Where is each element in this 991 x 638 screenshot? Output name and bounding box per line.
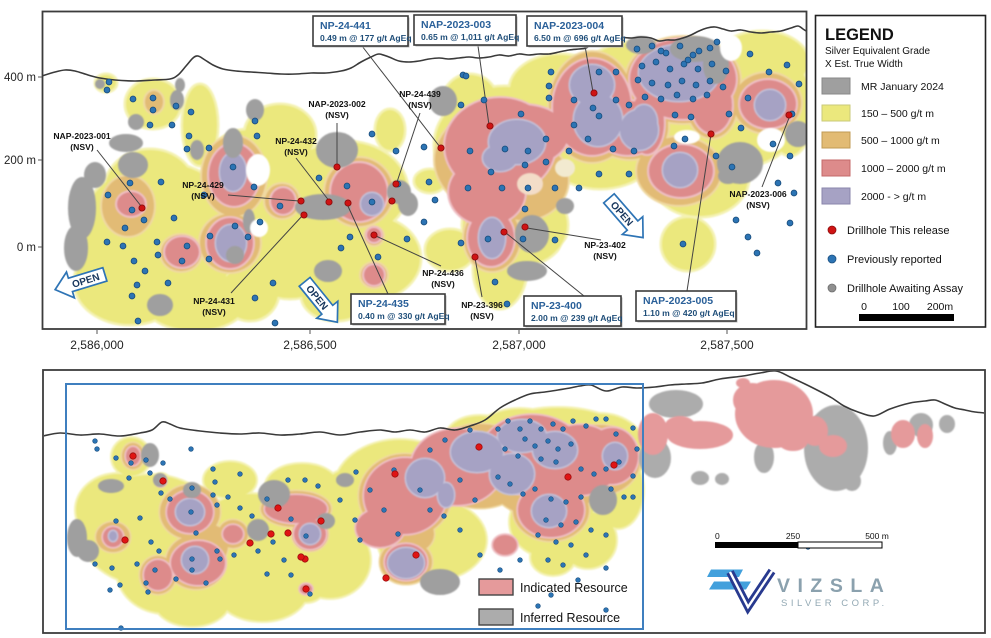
svg-text:VIZSLA: VIZSLA	[777, 575, 891, 597]
svg-text:NAP-2023-004: NAP-2023-004	[534, 20, 604, 32]
svg-text:0: 0	[861, 301, 867, 313]
svg-text:NP-24-432: NP-24-432	[275, 136, 317, 146]
svg-text:500 m: 500 m	[865, 531, 889, 541]
svg-text:(NSV): (NSV)	[325, 110, 349, 120]
svg-text:Drillhole Awaiting Assay: Drillhole Awaiting Assay	[847, 283, 963, 295]
svg-text:SILVER CORP.: SILVER CORP.	[781, 598, 888, 609]
svg-text:150 – 500 g/t m: 150 – 500 g/t m	[861, 108, 934, 120]
svg-text:NP-24-436: NP-24-436	[422, 268, 464, 278]
svg-text:NP-23-402: NP-23-402	[584, 240, 626, 250]
svg-text:NP-23-396: NP-23-396	[461, 300, 503, 310]
svg-text:2,587,000: 2,587,000	[492, 338, 546, 352]
svg-text:6.50 m @ 696 g/t AgEq: 6.50 m @ 696 g/t AgEq	[534, 33, 626, 43]
svg-text:NP-24-431: NP-24-431	[193, 296, 235, 306]
svg-text:(NSV): (NSV)	[746, 200, 770, 210]
svg-text:0: 0	[715, 531, 720, 541]
svg-text:2.00 m @ 239 g/t AgEq: 2.00 m @ 239 g/t AgEq	[531, 313, 623, 323]
svg-text:NAP-2023-003: NAP-2023-003	[421, 19, 491, 31]
svg-text:X Est. True Width: X Est. True Width	[825, 59, 903, 70]
svg-text:NAP-2023-006: NAP-2023-006	[729, 189, 787, 199]
svg-text:1000 – 2000 g/t m: 1000 – 2000 g/t m	[861, 163, 946, 175]
svg-text:2000 - > g/t m: 2000 - > g/t m	[861, 191, 926, 203]
svg-text:NP-24-439: NP-24-439	[399, 89, 441, 99]
svg-text:250: 250	[786, 531, 800, 541]
svg-text:200m: 200m	[927, 301, 954, 313]
svg-text:Indicated Resource: Indicated Resource	[520, 581, 628, 595]
svg-text:2,586,000: 2,586,000	[70, 338, 124, 352]
svg-text:(NSV): (NSV)	[191, 191, 215, 201]
svg-text:NP-23-400: NP-23-400	[531, 300, 582, 312]
svg-text:0 m: 0 m	[17, 242, 36, 254]
svg-text:NAP-2023-001: NAP-2023-001	[53, 131, 111, 141]
svg-text:400 m: 400 m	[4, 72, 36, 84]
svg-text:(NSV): (NSV)	[408, 100, 432, 110]
svg-text:NAP-2023-005: NAP-2023-005	[643, 295, 713, 307]
svg-text:LEGEND: LEGEND	[825, 26, 894, 44]
svg-text:NP-24-435: NP-24-435	[358, 298, 409, 310]
svg-text:(NSV): (NSV)	[284, 147, 308, 157]
svg-text:0.40 m @ 330 g/t AgEq: 0.40 m @ 330 g/t AgEq	[358, 311, 450, 321]
svg-text:NAP-2023-002: NAP-2023-002	[308, 99, 366, 109]
svg-text:NP-24-441: NP-24-441	[320, 20, 371, 32]
svg-text:(NSV): (NSV)	[593, 251, 617, 261]
svg-text:(NSV): (NSV)	[202, 307, 226, 317]
svg-text:200 m: 200 m	[4, 155, 36, 167]
svg-text:0.65 m @ 1,011 g/t AgEq: 0.65 m @ 1,011 g/t AgEq	[421, 32, 519, 42]
svg-text:Previously reported: Previously reported	[847, 254, 942, 266]
svg-text:NP-24-429: NP-24-429	[182, 180, 224, 190]
svg-text:Inferred Resource: Inferred Resource	[520, 611, 620, 625]
svg-text:(NSV): (NSV)	[431, 279, 455, 289]
svg-text:100: 100	[892, 301, 910, 313]
svg-text:0.49 m @ 177 g/t AgEq: 0.49 m @ 177 g/t AgEq	[320, 33, 412, 43]
svg-text:500 – 1000 g/t m: 500 – 1000 g/t m	[861, 135, 940, 147]
svg-text:2,587,500: 2,587,500	[700, 338, 754, 352]
svg-text:2,586,500: 2,586,500	[283, 338, 337, 352]
svg-text:Drillhole This release: Drillhole This release	[847, 225, 950, 237]
svg-text:1.10 m @ 420 g/t AgEq: 1.10 m @ 420 g/t AgEq	[643, 308, 735, 318]
svg-text:(NSV): (NSV)	[470, 311, 494, 321]
svg-text:(NSV): (NSV)	[70, 142, 94, 152]
svg-text:Silver Equivalent Grade: Silver Equivalent Grade	[825, 46, 930, 57]
svg-text:MR January 2024: MR January 2024	[861, 81, 944, 93]
